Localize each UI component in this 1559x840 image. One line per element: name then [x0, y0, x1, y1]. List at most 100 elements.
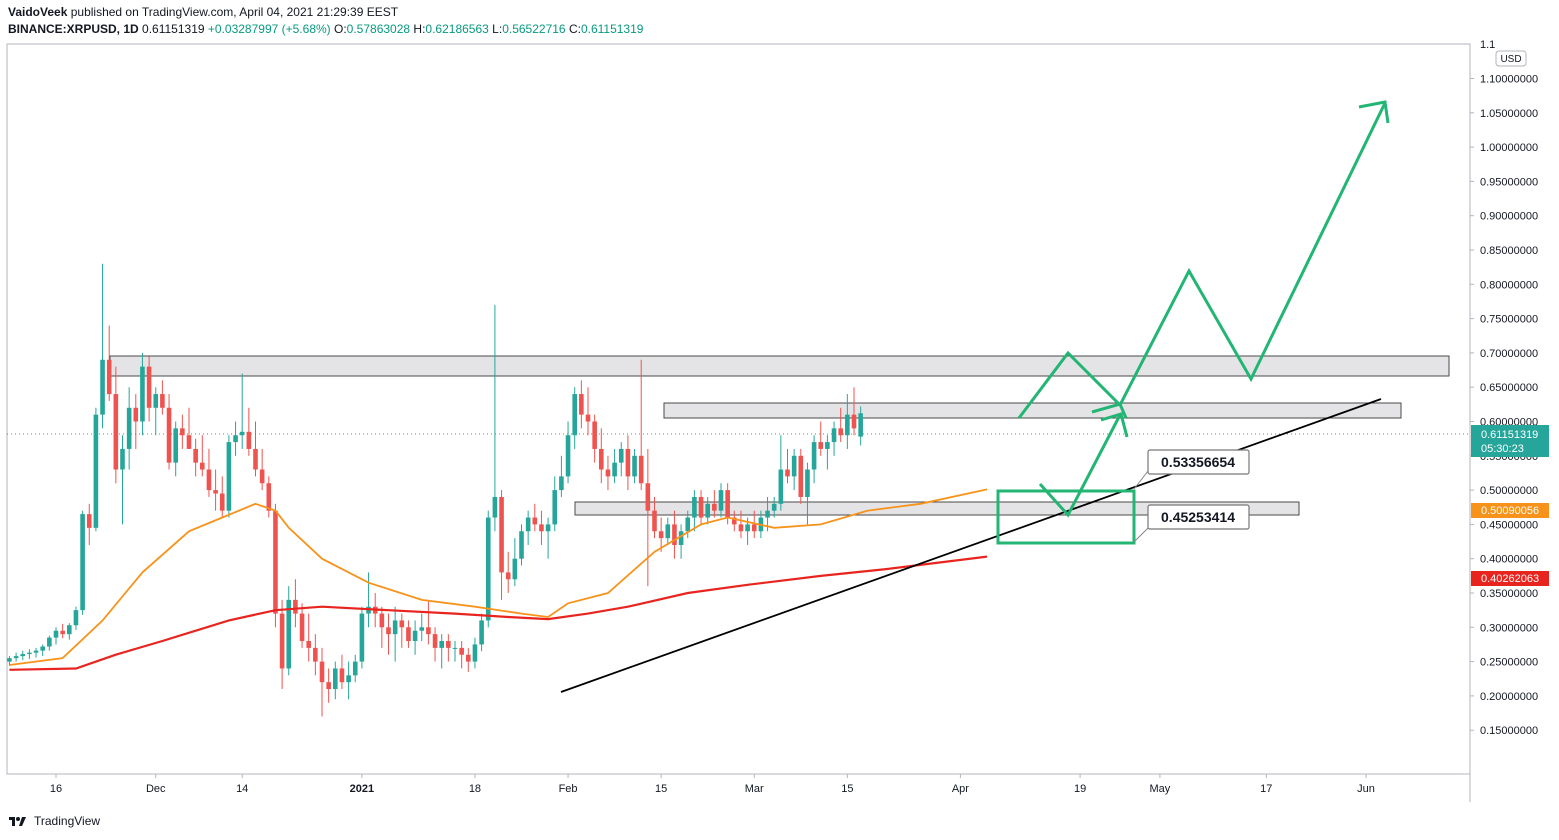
candle [86, 503, 92, 545]
candle [632, 448, 637, 484]
candle [545, 517, 551, 559]
candle-body [672, 524, 677, 545]
time-axis[interactable]: 16 Dec 14 2021 18 Feb 15 Mar 15 Apr 19 May 17 Jun [50, 774, 1375, 795]
candle [499, 490, 504, 600]
candle [492, 304, 498, 532]
candle [246, 407, 252, 456]
candle [685, 510, 691, 539]
y-tick-label: 0.85000000 [1480, 245, 1538, 257]
candle-body [273, 510, 278, 614]
candle-body [798, 455, 804, 497]
last-price: 0.61151319 [142, 22, 205, 36]
candle [193, 438, 198, 477]
x-tick-label: Apr [952, 783, 969, 795]
candle-body [253, 448, 258, 470]
candle [712, 490, 717, 518]
candle [406, 620, 411, 648]
candle [672, 510, 677, 559]
candle-body [133, 407, 139, 422]
candle [771, 496, 777, 518]
candle [233, 421, 238, 456]
footer-brand[interactable]: TradingView [8, 814, 100, 828]
candle [625, 435, 631, 491]
candle-body [751, 524, 757, 532]
candle [791, 448, 797, 491]
candle [346, 661, 351, 700]
candle-body [186, 435, 192, 449]
candle [472, 637, 478, 669]
candle [612, 448, 617, 484]
candle-body [858, 413, 863, 437]
candle-body [346, 675, 351, 683]
candle [605, 455, 611, 491]
candle-body [738, 524, 744, 532]
candle-body [805, 469, 810, 497]
candle [592, 414, 597, 463]
candle-body [472, 644, 478, 662]
candle [618, 442, 624, 477]
candle [126, 387, 132, 470]
candle-body [173, 428, 178, 463]
x-tick-label: Dec [146, 783, 166, 795]
candle [818, 421, 824, 456]
y-tick-label: 0.95000000 [1480, 176, 1538, 188]
y-tick-label: 0.90000000 [1480, 211, 1538, 223]
candle-body [299, 613, 305, 642]
candle [226, 435, 232, 518]
candle-body [439, 641, 444, 648]
candle [173, 421, 178, 477]
candle [386, 613, 391, 655]
candle-body [599, 448, 604, 470]
candle [399, 613, 405, 648]
zone-middle [663, 402, 1402, 419]
candle-body [313, 647, 318, 662]
price-chart[interactable]: 0.53356654 0.45253414 0.15000000 0.200000… [0, 0, 1559, 812]
candle [166, 394, 172, 470]
callout-2-text: 0.45253414 [1161, 509, 1235, 525]
candles-group [7, 263, 863, 717]
candle-body [618, 448, 624, 463]
badge-ema-slow-box [1471, 571, 1549, 586]
ohlc-legend: BINANCE:XRPUSD, 1D 0.61151319 +0.0328799… [8, 22, 643, 36]
candle-body [559, 476, 564, 491]
x-tick-label: 14 [236, 783, 248, 795]
candle [552, 476, 558, 532]
candle-body [53, 630, 59, 638]
candle-body [512, 558, 518, 580]
candle-body [412, 630, 418, 642]
price-axis[interactable]: 0.15000000 0.20000000 0.25000000 0.30000000… [1470, 39, 1538, 737]
zone-support [574, 501, 1300, 516]
candle [299, 603, 305, 648]
change-value: +0.03287997 (+5.68%) [207, 22, 331, 36]
y-tick-label-top: 1.1 [1480, 39, 1495, 51]
candle-body [432, 634, 438, 648]
candle [439, 634, 444, 669]
candle-body [645, 483, 651, 511]
x-tick-label: 2021 [350, 783, 374, 795]
candle-body [499, 496, 504, 573]
candle-body [692, 496, 697, 518]
candle-body [771, 503, 777, 511]
candle-body [319, 661, 325, 683]
candle [426, 599, 431, 645]
candle [100, 263, 105, 429]
candle-body [539, 524, 544, 532]
candle [645, 448, 651, 587]
candle [213, 469, 218, 511]
x-tick-label: May [1150, 783, 1171, 795]
currency-label: USD [1500, 54, 1521, 65]
x-tick-label: 15 [841, 783, 853, 795]
candle-body [426, 627, 431, 635]
candle [845, 394, 850, 449]
candle [359, 606, 365, 669]
currency-badge-box [1495, 50, 1527, 67]
candle-body [239, 431, 245, 436]
candle [798, 448, 804, 504]
candle-body [86, 514, 92, 528]
candle [67, 623, 72, 640]
candle [811, 435, 817, 484]
currency-badge[interactable]: USD [1495, 50, 1527, 67]
candle-body [166, 407, 172, 463]
candle-body [160, 394, 165, 408]
candle-body [20, 654, 26, 657]
